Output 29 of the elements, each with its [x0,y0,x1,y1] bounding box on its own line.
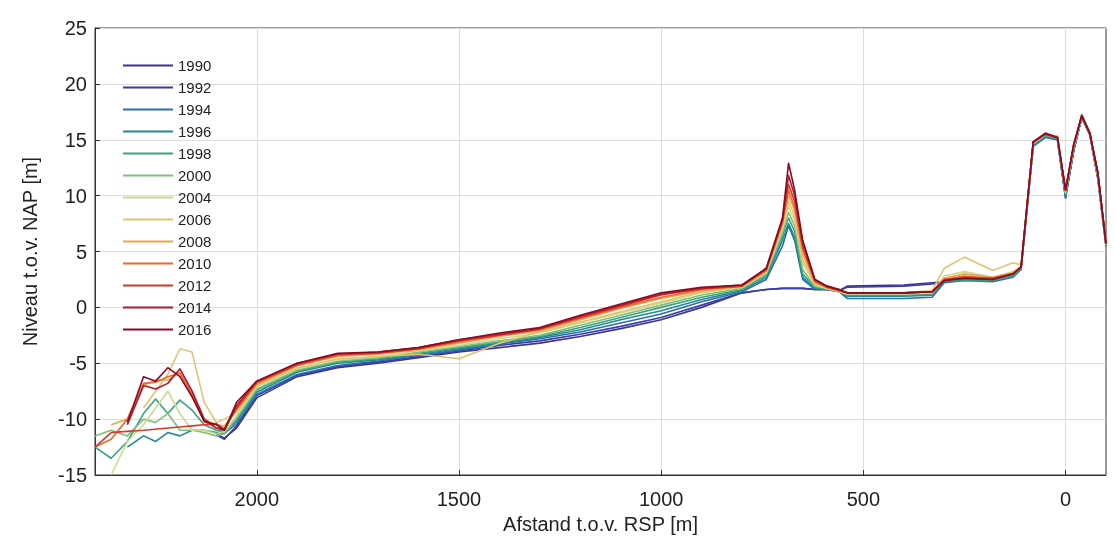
legend-label: 1990 [178,57,212,74]
legend-label: 1994 [178,101,212,118]
x-tick-label: 2000 [234,488,280,510]
y-tick-label: -10 [58,408,87,431]
legend-label: 2012 [178,277,212,294]
y-tick-label: 5 [75,240,87,263]
y-tick-label: 25 [64,17,87,39]
legend-label: 2004 [178,189,212,206]
y-tick-label: 10 [64,184,87,207]
x-tick-label: 0 [1060,488,1072,510]
legend-label: 1996 [178,123,212,140]
legend-label: 2008 [178,233,212,250]
legend-label: 2016 [178,321,212,338]
y-tick-label: 15 [64,128,87,151]
y-tick-label: -5 [69,352,87,375]
x-tick-label: 500 [846,488,881,510]
legend-label: 1992 [178,79,212,96]
legend-label: 1998 [178,145,212,162]
legend-label: 2010 [178,255,212,272]
y-tick-label: -15 [58,464,87,486]
x-tick-label: 1500 [436,488,482,510]
y-tick-label: 0 [75,296,87,319]
legend-label: 2014 [178,299,212,316]
legend-label: 2000 [178,167,212,184]
x-axis-title: Afstand t.o.v. RSP [m] [503,512,698,535]
x-tick-label: 1000 [638,488,684,510]
legend-label: 2006 [178,211,212,228]
y-tick-label: 20 [64,72,87,95]
y-axis-title: Niveau t.o.v. NAP [m] [19,156,41,347]
